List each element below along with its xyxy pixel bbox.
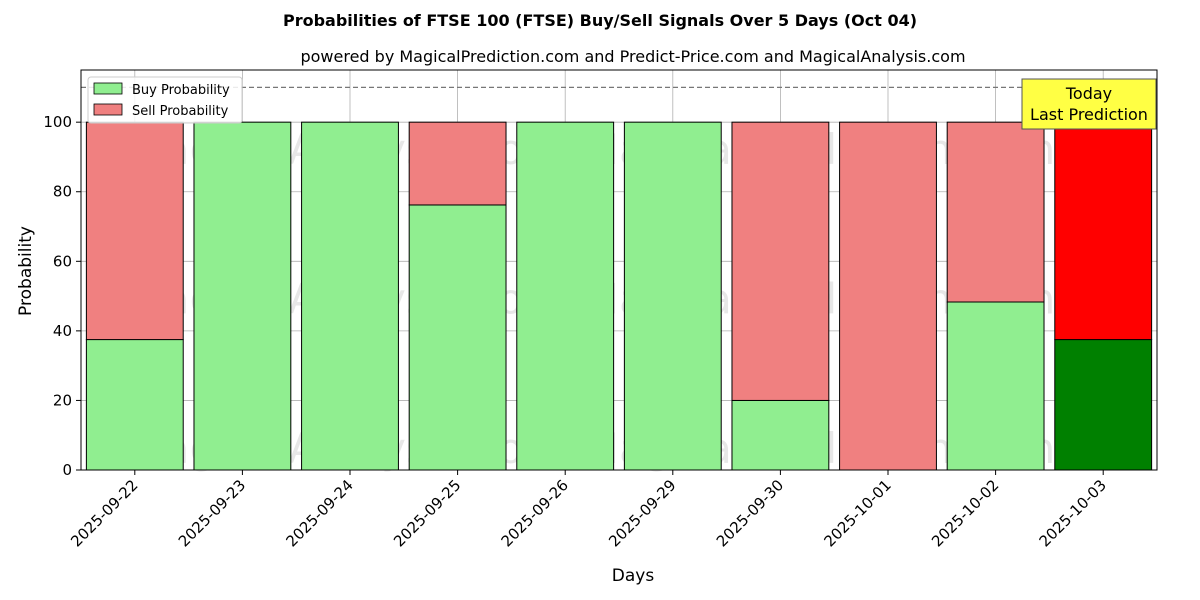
annotation-line1: Today — [1065, 84, 1112, 103]
bar-buy-2025-09-29 — [623, 121, 722, 471]
y-tick-label: 100 — [43, 113, 72, 131]
legend-label-sell: Sell Probability — [132, 104, 229, 119]
x-tick-label: 2025-09-22 — [67, 476, 141, 550]
x-axis-label: Days — [612, 566, 655, 586]
bar-sell-2025-10-03 — [1054, 121, 1153, 341]
y-tick-label: 60 — [53, 252, 72, 270]
bar-buy-2025-09-23 — [193, 121, 292, 471]
legend-swatch-sell — [93, 103, 123, 116]
x-ticks: 2025-09-22 2025-09-23 2025-09-24 2025-09-25… — [67, 470, 1110, 550]
legend-label-buy: Buy Probability — [132, 83, 230, 98]
bar-buy-2025-10-02 — [946, 301, 1045, 471]
y-tick-label: 20 — [53, 391, 72, 409]
bars — [85, 121, 1153, 471]
today-annotation: Today Last Prediction — [1021, 78, 1157, 130]
x-tick-label: 2025-09-30 — [713, 476, 787, 550]
y-ticks: 0 20 40 60 80 100 — [43, 113, 81, 479]
bar-buy-2025-09-30 — [731, 399, 830, 471]
legend-frame — [87, 76, 243, 124]
y-tick-label: 40 — [53, 322, 72, 340]
legend-swatch-buy — [93, 82, 123, 95]
y-axis-label: Probability — [16, 226, 36, 316]
bar-sell-2025-10-01 — [839, 121, 937, 471]
x-tick-label: 2025-09-25 — [390, 476, 464, 550]
legend: Buy Probability Sell Probability — [87, 76, 243, 124]
chart-title: Probabilities of FTSE 100 (FTSE) Buy/Sel… — [283, 11, 917, 30]
bar-buy-2025-09-24 — [301, 121, 399, 471]
x-tick-label: 2025-09-23 — [175, 476, 249, 550]
bar-buy-2025-10-03 — [1054, 339, 1153, 471]
chart-subtitle: powered by MagicalPrediction.com and Pre… — [300, 47, 965, 66]
bar-sell-2025-10-02 — [946, 121, 1045, 303]
bar-buy-2025-09-25 — [408, 204, 507, 471]
bar-sell-2025-09-22 — [85, 121, 184, 341]
bar-buy-2025-09-26 — [516, 121, 615, 471]
x-tick-label: 2025-09-24 — [282, 476, 356, 550]
x-tick-label: 2025-10-02 — [928, 476, 1002, 550]
bar-sell-2025-09-25 — [408, 121, 507, 206]
x-tick-label: 2025-09-29 — [605, 476, 679, 550]
y-tick-label: 0 — [62, 461, 72, 479]
plot-frame — [80, 69, 1158, 471]
y-tick-label: 80 — [53, 183, 72, 201]
x-tick-label: 2025-10-03 — [1036, 476, 1110, 550]
x-tick-label: 2025-10-01 — [820, 476, 894, 550]
bar-buy-2025-09-22 — [85, 339, 184, 471]
annotation-line2: Last Prediction — [1030, 105, 1148, 124]
x-tick-label: 2025-09-26 — [498, 476, 572, 550]
annotation-box — [1021, 78, 1157, 130]
bar-sell-2025-09-30 — [731, 121, 830, 401]
